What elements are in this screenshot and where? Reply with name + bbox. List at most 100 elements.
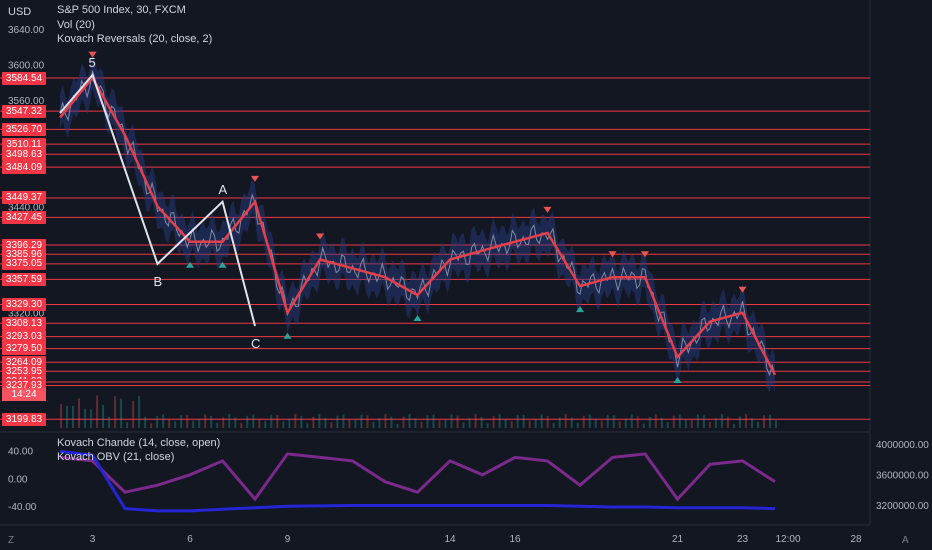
volume-bar [300, 416, 303, 428]
volume-bar [480, 416, 483, 428]
volume-bar [582, 415, 585, 428]
obv-tick-label: 3200000.00 [876, 501, 929, 512]
volume-bar [696, 414, 699, 428]
reversals-legend[interactable]: Kovach Reversals (20, close, 2) [57, 33, 213, 45]
volume-bar [276, 415, 279, 428]
time-tick-label: 23 [737, 534, 749, 545]
volume-bar [684, 419, 687, 428]
price-series [59, 70, 777, 377]
volume-bar [366, 415, 369, 428]
obv-tick-label: 3600000.00 [876, 470, 929, 481]
buy-marker [218, 261, 227, 268]
wave-path [59, 73, 256, 327]
buy-marker [673, 377, 682, 384]
level-badge: 3547.32 [2, 104, 46, 118]
volume-bar [384, 414, 387, 428]
volume-bar [144, 416, 147, 428]
time-tick-label: 9 [285, 534, 291, 545]
volume-bar [270, 414, 273, 428]
volume-bar [744, 414, 747, 428]
volume-bar [756, 421, 759, 428]
volume-bar [540, 414, 543, 428]
volume-bar [462, 422, 465, 428]
volume-bar [180, 414, 183, 428]
level-badge: 3253.95 [2, 364, 46, 378]
currency-label[interactable]: USD [8, 6, 32, 18]
volume-bar [618, 421, 621, 428]
volume-bar [306, 423, 309, 428]
level-badge: 3510.11 [2, 137, 46, 151]
level-badge: 3526.70 [2, 122, 46, 136]
level-badge: 3293.03 [2, 330, 46, 344]
volume-bar [636, 416, 639, 428]
volume-bar [714, 418, 717, 428]
volume-bar [420, 421, 423, 428]
volume-bar [396, 423, 399, 428]
volume-bar [246, 415, 249, 428]
chande-legend[interactable]: Kovach Chande (14, close, open) [57, 437, 221, 449]
level-badge: 3375.05 [2, 257, 46, 271]
price-tick-label: 3600.00 [8, 60, 45, 71]
level-badge: 3498.63 [2, 147, 46, 161]
volume-bar [768, 414, 771, 428]
volume-bar [222, 417, 225, 428]
volume-bar [510, 421, 513, 428]
log-scale-toggle[interactable]: Z [8, 535, 15, 546]
volume-bar [294, 414, 297, 428]
oscillator-pane [59, 449, 776, 513]
volume-bar [60, 404, 62, 428]
volume-bar [288, 418, 291, 428]
level-badge: 3329.30 [2, 297, 46, 311]
chande-tick-label: -40.00 [8, 502, 37, 513]
reversal-band [60, 52, 775, 393]
volume-legend[interactable]: Vol (20) [57, 19, 95, 31]
volume-bar [390, 416, 393, 428]
volume-bar [648, 416, 651, 428]
sell-marker [641, 251, 649, 258]
obv-legend[interactable]: Kovach OBV (21, close) [57, 451, 175, 463]
wave-label-a: B [154, 274, 163, 289]
volume-bar [234, 417, 237, 428]
volume-bar [336, 415, 339, 428]
volume-bar [324, 417, 327, 428]
level-badge: 3199.83 [2, 412, 46, 426]
volume-bar [432, 414, 435, 428]
time-tick-label: 14 [444, 534, 456, 545]
volume-bar [438, 420, 441, 428]
buy-marker [186, 261, 194, 268]
volume-bar [402, 416, 405, 428]
volume-bar [312, 416, 315, 428]
volume-bar [726, 416, 729, 428]
volume-bar [528, 420, 531, 428]
volume-bar [204, 414, 207, 428]
volume-bar [282, 421, 285, 428]
sell-marker [738, 286, 747, 293]
volume-bar [702, 415, 705, 428]
volume-bar [186, 414, 189, 428]
volume-pane [60, 395, 777, 428]
volume-bar [138, 395, 141, 428]
time-tick-label: 3 [90, 534, 96, 545]
volume-bar [492, 416, 495, 428]
buy-marker [413, 314, 422, 321]
level-badge: 3484.09 [2, 160, 46, 174]
volume-bar [588, 414, 591, 428]
level-badge: 3584.54 [2, 71, 46, 85]
volume-bar [486, 423, 489, 428]
sell-marker [251, 175, 259, 182]
volume-bar [612, 415, 615, 428]
volume-bar [372, 421, 375, 428]
sell-marker [608, 251, 617, 258]
auto-scale-toggle[interactable]: A [902, 535, 909, 546]
volume-bar [72, 405, 75, 428]
chande-tick-label: 0.00 [8, 474, 28, 485]
volume-bar [252, 414, 255, 428]
volume-bar [348, 419, 351, 428]
volume-bar [426, 415, 429, 428]
volume-bar [414, 418, 417, 428]
symbol-legend[interactable]: S&P 500 Index, 30, FXCM [57, 4, 186, 16]
level-badge: 3279.50 [2, 342, 46, 356]
time-tick-label: 16 [509, 534, 521, 545]
volume-bar [150, 423, 153, 428]
